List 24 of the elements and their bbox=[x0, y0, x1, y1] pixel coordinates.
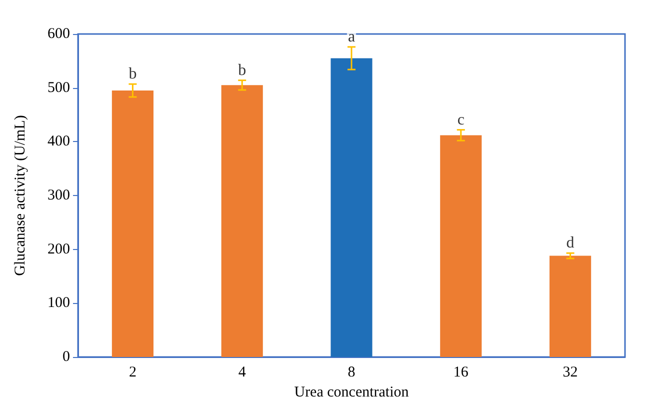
x-axis-title: Urea concentration bbox=[294, 384, 410, 400]
y-tick-label: 600 bbox=[48, 26, 70, 42]
x-tick-label: 4 bbox=[238, 364, 246, 380]
y-tick-label: 300 bbox=[48, 188, 70, 204]
x-tick-label: 16 bbox=[453, 364, 469, 380]
x-tick-label: 2 bbox=[128, 364, 136, 380]
y-tick-label: 500 bbox=[48, 80, 70, 96]
y-tick-label: 0 bbox=[62, 349, 70, 365]
bar bbox=[221, 85, 263, 357]
bar bbox=[440, 135, 482, 357]
annotation: b bbox=[128, 66, 137, 83]
annotation: b bbox=[238, 62, 246, 79]
annotation: d bbox=[566, 234, 574, 252]
annotation: c bbox=[457, 111, 464, 128]
y-axis-title: Glucanase activity (U/mL) bbox=[12, 115, 28, 276]
bar bbox=[112, 90, 154, 357]
y-tick-label: 400 bbox=[48, 134, 70, 150]
annotation: a bbox=[348, 28, 356, 46]
bar bbox=[330, 58, 372, 357]
bar bbox=[550, 256, 592, 357]
x-tick-label: 8 bbox=[348, 364, 356, 380]
y-tick-label: 200 bbox=[48, 241, 70, 258]
y-tick-label: 100 bbox=[48, 295, 70, 312]
x-tick-label: 32 bbox=[562, 364, 578, 380]
